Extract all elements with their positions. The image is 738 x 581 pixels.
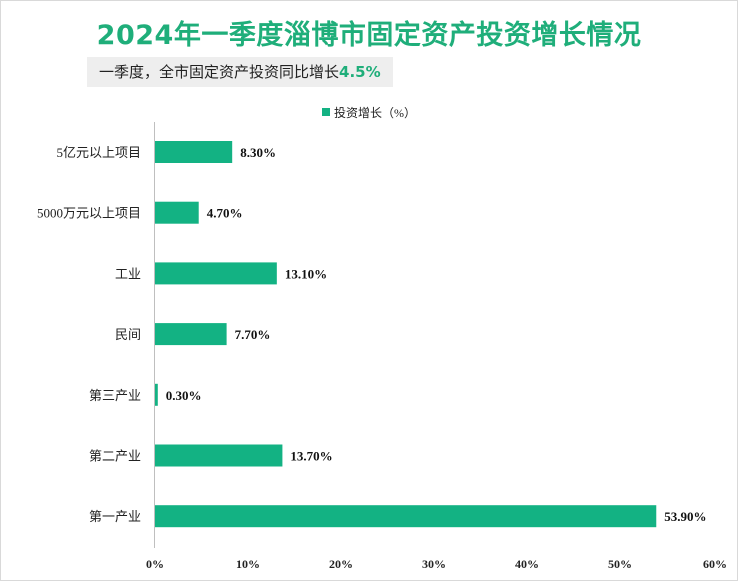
x-tick-label: 30% [422,557,446,571]
category-label: 5000万元以上项目 [37,206,141,221]
x-tick-label: 50% [608,557,632,571]
bar [155,323,227,346]
x-tick-label: 40% [515,557,539,571]
bar [155,201,199,224]
subtitle-box: 一季度，全市固定资产投资同比增长4.5% [87,57,393,87]
bar [155,444,283,467]
legend: 投资增长（%） [322,105,416,120]
legend-swatch [322,108,330,116]
category-label: 工业 [115,266,141,281]
x-tick-label: 60% [703,557,727,571]
bar [155,262,277,285]
data-label: 53.90% [664,509,706,524]
category-label: 5亿元以上项目 [56,145,141,160]
legend-label: 投资增长（%） [334,105,416,120]
data-label: 7.70% [235,327,271,342]
data-label: 13.10% [285,266,327,281]
bar [155,505,657,528]
chart-title: 2024年一季度淄博市固定资产投资增长情况 [96,20,642,51]
x-tick-label: 0% [146,557,164,571]
subtitle-text: 一季度，全市固定资产投资同比增长 [99,63,340,81]
data-label: 4.70% [207,206,243,221]
category-label: 第一产业 [89,509,141,524]
category-label: 第二产业 [89,449,141,464]
category-label: 第三产业 [89,388,141,403]
x-tick-label: 20% [329,557,353,571]
data-label: 0.30% [166,388,202,403]
subtitle-value: 4.5% [339,63,381,81]
data-label: 13.70% [290,449,332,464]
category-label: 民间 [115,327,141,342]
bar [155,383,158,406]
data-label: 8.30% [240,145,276,160]
bar [155,141,233,163]
x-tick-label: 10% [236,557,260,571]
